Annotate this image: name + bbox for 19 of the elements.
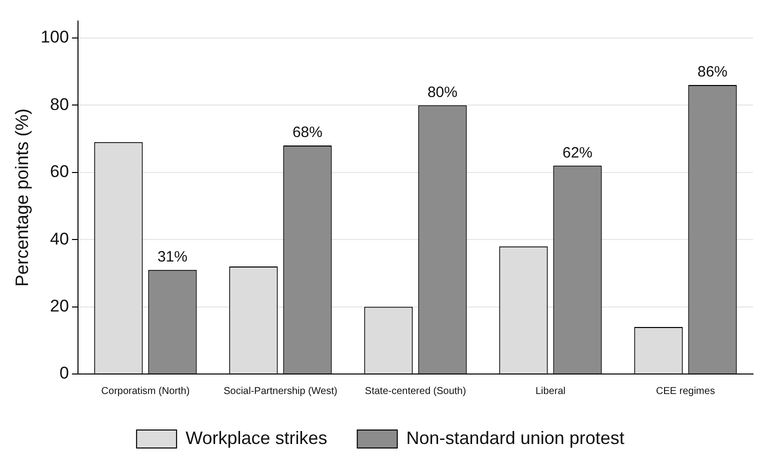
y-tick-label: 40	[50, 229, 69, 248]
y-tick-label: 80	[50, 94, 69, 114]
x-tick-label: CEE regimes	[656, 386, 715, 397]
x-tick-label: Liberal	[535, 386, 566, 397]
data-label: 80%	[427, 84, 458, 101]
data-label: 62%	[562, 144, 593, 162]
x-tick-label: Corporatism (North)	[101, 386, 190, 397]
y-tick-label: 0	[59, 364, 69, 383]
y-axis-title: Percentage points (%)	[12, 108, 32, 287]
y-tick-label: 100	[40, 28, 69, 47]
x-tick-label: Social-Partnership (West)	[224, 386, 338, 397]
legend-label: Non-standard union protest	[406, 428, 624, 448]
data-label: 86%	[697, 64, 728, 81]
y-tick-label: 60	[50, 162, 69, 182]
data-label: 68%	[292, 124, 322, 142]
y-tick-label: 20	[50, 296, 69, 316]
legend-label: Workplace strikes	[186, 428, 328, 448]
data-label: 31%	[157, 248, 188, 266]
x-tick-label: State-centered (South)	[364, 386, 466, 397]
